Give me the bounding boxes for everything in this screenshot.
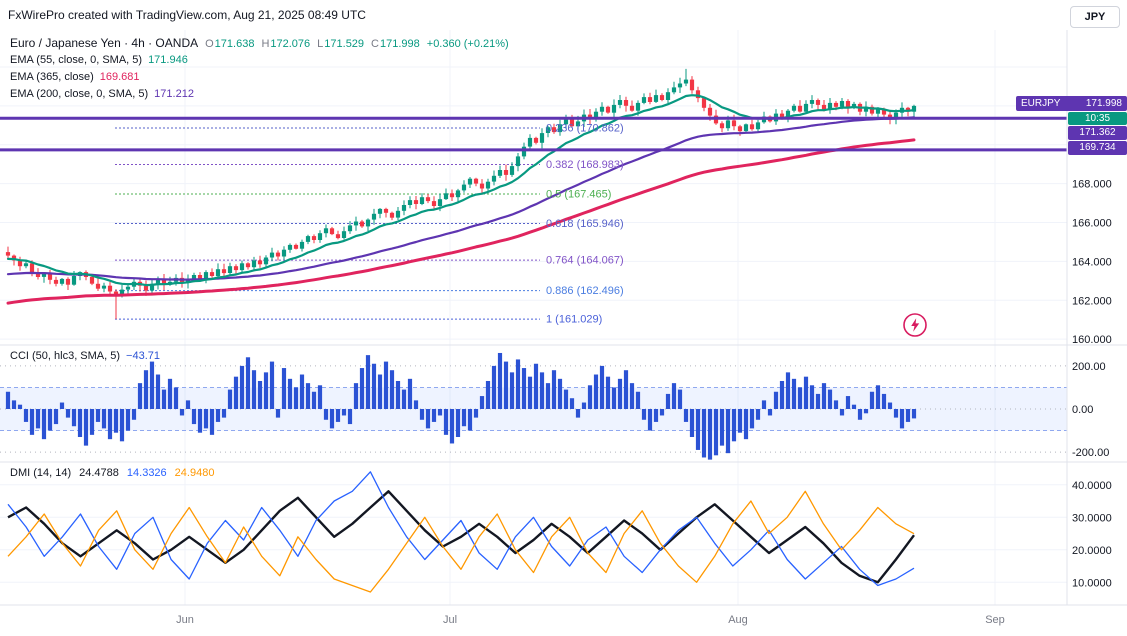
svg-text:Aug: Aug: [728, 614, 748, 626]
flash-event-icon[interactable]: [902, 312, 928, 343]
symbol-badge-price: 171.998: [1085, 97, 1122, 109]
panel-separators: [0, 30, 1127, 606]
svg-text:164.000: 164.000: [1072, 256, 1112, 268]
dmi-adx-value: 24.4788: [79, 467, 119, 479]
dmi-plusdi-value: 14.3326: [126, 467, 167, 479]
svg-text:10.0000: 10.0000: [1072, 577, 1112, 589]
svg-text:Sep: Sep: [985, 614, 1005, 626]
ema55-legend[interactable]: EMA (55, close, 0, SMA, 5) 171.946: [10, 54, 188, 66]
fib-labels-layer: 0.236 (170.862) 0.382 (168.983) 0.5 (167.4…: [546, 123, 624, 326]
dmi-lines-layer: [7, 471, 915, 593]
svg-text:0.00: 0.00: [1072, 404, 1093, 416]
symbol-description[interactable]: Euro / Japanese Yen · 4h · OANDA: [10, 36, 199, 50]
ema55-value: 171.946: [148, 54, 188, 66]
cci-value: −43.71: [126, 350, 160, 362]
low-label: L: [317, 38, 324, 50]
svg-text:0.236 (170.862): 0.236 (170.862): [546, 123, 624, 135]
svg-text:160.000: 160.000: [1072, 334, 1112, 346]
close-value: 171.998: [380, 38, 420, 50]
countdown-badge: 10:35: [1068, 112, 1127, 125]
cci-legend[interactable]: CCI (50, hlc3, SMA, 5) −43.71: [10, 350, 160, 362]
svg-text:0.382 (168.983): 0.382 (168.983): [546, 159, 624, 171]
fib-lines-layer: [115, 127, 540, 320]
dmi-minusdi-value: 24.9480: [174, 467, 215, 479]
horizontal-lines-layer: [0, 116, 1067, 152]
svg-text:-200.00: -200.00: [1072, 447, 1109, 459]
header-bar: FxWirePro created with TradingView.com, …: [0, 0, 1127, 30]
lightning-icon: [903, 313, 927, 337]
ema365-label: EMA (365, close): [10, 71, 94, 83]
ema200-value: 171.212: [154, 88, 194, 100]
open-value: 171.638: [214, 38, 255, 50]
ema200-label: EMA (200, close, 0, SMA, 5): [10, 88, 149, 100]
main-symbol-legend[interactable]: Euro / Japanese Yen · 4h · OANDA O 171.63…: [10, 36, 509, 50]
symbol-price-badge: EURJPY 171.998: [1016, 96, 1127, 111]
candlestick-layer: [5, 68, 917, 320]
price-scale-labels: 168.000 166.000 164.000 162.000 160.000 200.0…: [1072, 179, 1112, 590]
cci-label: CCI (50, hlc3, SMA, 5): [10, 350, 121, 362]
svg-text:1 (161.029): 1 (161.029): [546, 314, 602, 326]
time-axis-labels: Jun Jul Aug Sep: [176, 614, 1005, 626]
svg-text:168.000: 168.000: [1072, 179, 1112, 191]
cci-histogram-layer: [0, 352, 1067, 460]
hline-price-badge-upper: 171.362: [1068, 126, 1127, 140]
header-title: FxWirePro created with TradingView.com, …: [8, 8, 366, 22]
svg-text:0.764 (164.067): 0.764 (164.067): [546, 255, 624, 267]
svg-text:0.886 (162.496): 0.886 (162.496): [546, 285, 624, 297]
symbol-badge-name: EURJPY: [1021, 97, 1061, 109]
svg-text:20.0000: 20.0000: [1072, 545, 1112, 557]
low-value: 171.529: [324, 38, 365, 50]
ema365-value: 169.681: [99, 71, 140, 83]
hline-price-badge-lower: 169.734: [1068, 141, 1127, 155]
high-label: H: [261, 38, 270, 50]
svg-text:200.00: 200.00: [1072, 361, 1106, 373]
ema200-legend[interactable]: EMA (200, close, 0, SMA, 5) 171.212: [10, 88, 194, 100]
open-label: O: [205, 38, 214, 50]
svg-text:40.0000: 40.0000: [1072, 480, 1112, 492]
ema55-label: EMA (55, close, 0, SMA, 5): [10, 54, 143, 66]
ema-lines-layer: [6, 94, 916, 305]
high-value: 172.076: [270, 38, 311, 50]
currency-unit-button[interactable]: JPY: [1070, 6, 1120, 28]
svg-text:Jul: Jul: [443, 614, 457, 626]
svg-text:162.000: 162.000: [1072, 295, 1112, 307]
close-label: C: [371, 38, 379, 50]
change-value: +0.360 (+0.21%): [426, 38, 509, 50]
ema365-legend[interactable]: EMA (365, close) 169.681: [10, 71, 140, 83]
svg-text:30.0000: 30.0000: [1072, 512, 1112, 524]
svg-text:Jun: Jun: [176, 614, 194, 626]
svg-text:166.000: 166.000: [1072, 218, 1112, 230]
dmi-label: DMI (14, 14): [10, 467, 72, 479]
svg-text:0.5 (167.465): 0.5 (167.465): [546, 189, 611, 201]
svg-text:0.618 (165.946): 0.618 (165.946): [546, 218, 624, 230]
dmi-legend[interactable]: DMI (14, 14) 24.4788 14.3326 24.9480: [10, 467, 214, 479]
